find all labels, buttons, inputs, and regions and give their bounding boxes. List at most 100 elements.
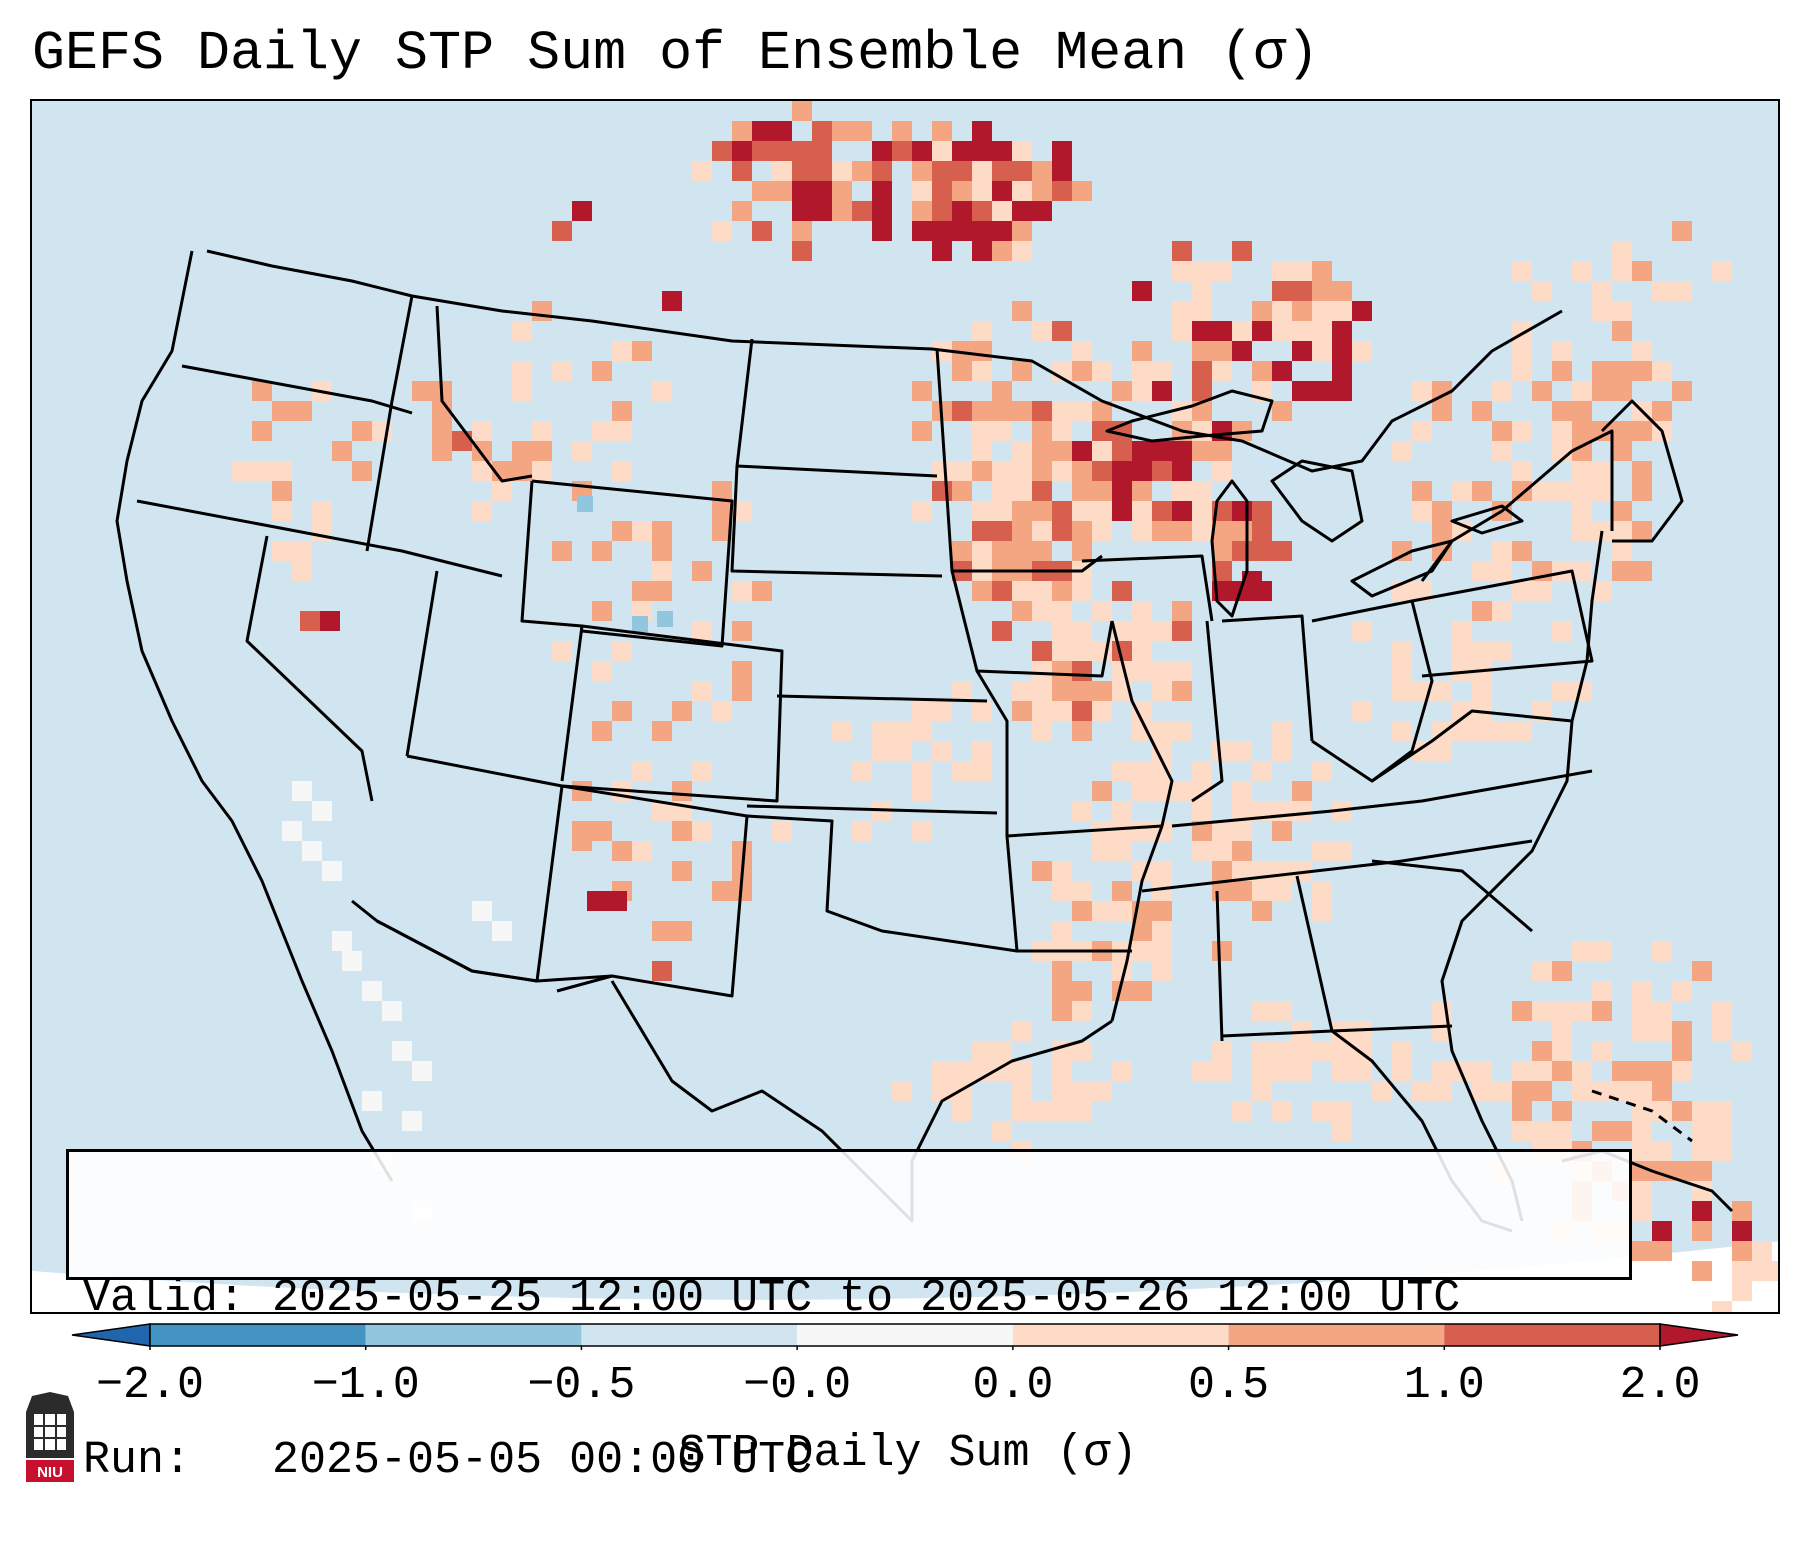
stp-cell (1052, 681, 1072, 701)
stp-cell (1012, 161, 1032, 181)
stp-cell (512, 381, 532, 401)
stp-cell (632, 341, 652, 361)
stp-cell (1392, 661, 1412, 681)
stp-cell (1032, 681, 1052, 701)
stp-cell (612, 341, 632, 361)
stp-cell (872, 221, 892, 241)
stp-cell (1632, 1061, 1652, 1081)
stp-cell (1012, 1021, 1032, 1041)
colorbar-bin (1012, 1324, 1229, 1346)
stp-cell (1452, 721, 1472, 741)
stp-cell (1272, 1101, 1292, 1121)
stp-cell (1292, 341, 1312, 361)
stp-cell (272, 541, 292, 561)
stp-cell (1072, 621, 1092, 641)
stp-cell (1672, 1161, 1692, 1181)
stp-cell (1692, 1121, 1712, 1141)
stp-cell (1432, 1061, 1452, 1081)
stp-cell (1192, 261, 1212, 281)
stp-cell (1272, 261, 1292, 281)
stp-cell (1132, 461, 1152, 481)
stp-cell (732, 201, 752, 221)
stp-cell (252, 461, 272, 481)
chart-title: GEFS Daily STP Sum of Ensemble Mean (σ) (32, 22, 1320, 85)
stp-cell (552, 361, 572, 381)
stp-cell (607, 891, 627, 911)
stp-cell (652, 961, 672, 981)
stp-cell (1032, 661, 1052, 681)
stp-cell (632, 616, 648, 632)
stp-cell (652, 581, 672, 601)
stp-cell (1652, 361, 1672, 381)
stp-cell (1592, 301, 1612, 321)
stp-cell (1032, 501, 1052, 521)
stp-cell (472, 901, 492, 921)
stp-cell (1212, 1061, 1232, 1081)
stp-cell (1352, 701, 1372, 721)
stp-cell (972, 201, 992, 221)
stp-cell (872, 741, 892, 761)
stp-cell (1612, 441, 1632, 461)
stp-cell (1532, 961, 1552, 981)
ia-border (950, 570, 1114, 678)
stp-cell (1492, 721, 1512, 741)
stp-cell (692, 161, 712, 181)
stp-cell (972, 701, 992, 721)
stp-cell (1072, 901, 1092, 921)
stp-cell (1172, 501, 1192, 521)
stp-cell (1152, 461, 1172, 481)
stp-cell (1172, 521, 1192, 541)
stp-cell (1192, 801, 1212, 821)
stp-cell (532, 421, 552, 441)
stp-cell (992, 621, 1012, 641)
stp-cell (1632, 1181, 1652, 1201)
stp-cell (1572, 401, 1592, 421)
stp-cell (1612, 361, 1632, 381)
colorbar-tick-label: 0.5 (1188, 1360, 1270, 1411)
stp-cell (1132, 341, 1152, 361)
stp-cell (1192, 821, 1212, 841)
stp-cell (1152, 621, 1172, 641)
stp-cell (1152, 901, 1172, 921)
stp-cell (792, 241, 812, 261)
stp-cell (1112, 461, 1132, 481)
stp-cell (952, 681, 972, 701)
stp-cell (1092, 701, 1112, 721)
stp-cell (1512, 361, 1532, 381)
stp-cell (1292, 801, 1312, 821)
stp-cell (1632, 261, 1652, 281)
stp-cell (1212, 521, 1232, 541)
mn-border (935, 348, 1103, 573)
stp-cell (632, 521, 652, 541)
stp-cell (1032, 701, 1052, 721)
stp-cell (1032, 461, 1052, 481)
stp-cell (1032, 521, 1052, 541)
id-border (365, 295, 414, 552)
stp-cell (872, 181, 892, 201)
stp-cell (1072, 681, 1092, 701)
stp-cell (772, 821, 792, 841)
stp-cell (1212, 321, 1232, 341)
stp-cell (912, 161, 932, 181)
stp-cell (712, 481, 732, 501)
stp-cell (932, 201, 952, 221)
stp-cell (1672, 221, 1692, 241)
stp-cell (1312, 881, 1332, 901)
stp-cell (952, 401, 972, 421)
stp-cell (972, 361, 992, 381)
colorbar-label: STP Daily Sum (σ) (678, 1428, 1138, 1479)
stp-cell (892, 1081, 912, 1101)
in-oh-border (1221, 614, 1314, 742)
stp-cell (1732, 1221, 1752, 1241)
oh-wv-border (1311, 599, 1434, 783)
mo-border (975, 670, 1163, 838)
stp-cell (342, 951, 362, 971)
stp-cell (972, 181, 992, 201)
nv-ca-border (245, 535, 374, 802)
stp-cell (1292, 261, 1312, 281)
stp-cell (1232, 541, 1252, 561)
stp-cell (1692, 1221, 1712, 1241)
colorbar-tick-label: 0.0 (972, 1360, 1054, 1411)
stp-cell (1072, 541, 1092, 561)
stp-cell (612, 521, 632, 541)
